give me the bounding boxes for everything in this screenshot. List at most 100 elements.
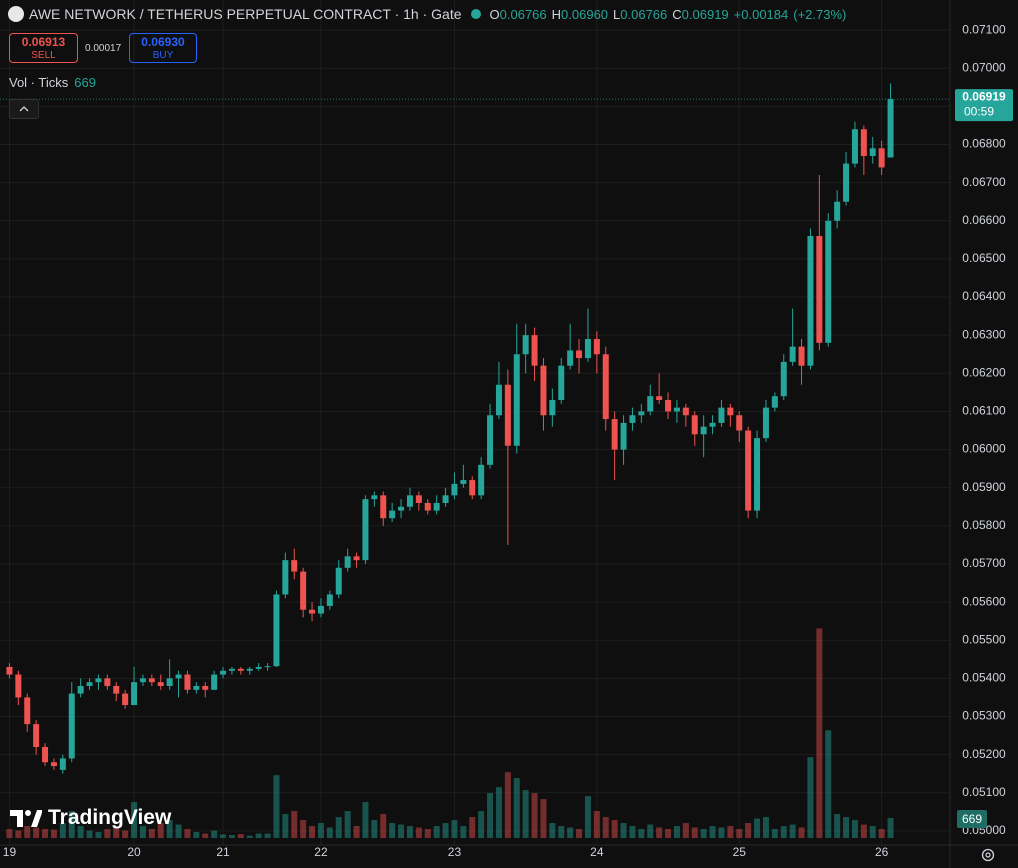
volume-bar [6, 829, 13, 838]
volume-bar [673, 826, 680, 838]
volume-bar [611, 820, 618, 838]
symbol-title[interactable]: AWE NETWORK / TETHERUS PERPETUAL CONTRAC… [29, 6, 462, 22]
candle-body [682, 407, 689, 416]
candle-body [762, 407, 769, 439]
candle-body [406, 495, 413, 507]
volume-bar [807, 757, 814, 838]
candle-body [638, 411, 645, 416]
volume-bar [762, 817, 769, 838]
candle-body [166, 678, 173, 686]
y-tick-label: 0.05600 [962, 594, 1006, 608]
volume-bar [469, 817, 476, 838]
volume-bar [228, 835, 235, 838]
candle-body [59, 758, 66, 770]
volume-bar [504, 772, 511, 838]
y-tick-label: 0.07000 [962, 60, 1006, 74]
candle-body [602, 354, 609, 420]
candle-body [825, 220, 832, 343]
volume-bar [487, 793, 494, 838]
x-tick-label: 26 [875, 845, 889, 859]
candle-body [504, 384, 511, 446]
settings-button[interactable] [979, 846, 997, 864]
gear-icon [981, 848, 995, 862]
candle-body [15, 674, 22, 698]
candle-body [157, 682, 164, 686]
candle-body [371, 495, 378, 500]
volume-bar [77, 826, 84, 838]
y-tick-label: 0.06600 [962, 213, 1006, 227]
volume-bar [576, 829, 583, 838]
candle-body [700, 426, 707, 435]
symbol-logo [8, 6, 24, 22]
volume-bar [300, 820, 307, 838]
high: 0.06960 [561, 6, 609, 22]
candle-body [816, 236, 823, 343]
candle-body [629, 415, 636, 423]
y-tick-label: 0.05700 [962, 556, 1006, 570]
last-price-label: 0.06919 [962, 89, 1006, 103]
volume-bar [682, 823, 689, 838]
candle-body [647, 396, 654, 412]
volume-bar [220, 834, 227, 838]
candle-body [718, 407, 725, 423]
volume-bar [584, 796, 591, 838]
y-tick-label: 0.05300 [962, 709, 1006, 723]
candle-body [175, 674, 182, 679]
volume-bar [166, 820, 173, 838]
candle-body [887, 99, 894, 158]
candle-body [851, 129, 858, 164]
candle-body [442, 495, 449, 503]
candle-body [139, 678, 146, 683]
volume-bar [665, 829, 672, 838]
candle-body [380, 495, 387, 519]
volume-value-box [957, 810, 987, 828]
volume-bar [513, 778, 520, 838]
volume-bar [291, 811, 298, 838]
volume-bar [139, 826, 146, 838]
candle-body [469, 480, 476, 496]
sell-button[interactable]: 0.06913 SELL [9, 33, 78, 63]
volume-bar [50, 829, 57, 838]
buy-button[interactable]: 0.06930 BUY [129, 33, 197, 63]
tv-icon [10, 810, 42, 827]
volume-bar [540, 799, 547, 838]
spread: 0.00017 [85, 43, 122, 54]
volume-legend: Vol · Ticks 669 [9, 75, 96, 90]
candle-body [95, 678, 102, 683]
candle-body [389, 510, 396, 519]
candle-body [317, 605, 324, 614]
candle-body [237, 668, 244, 671]
candle-body [184, 674, 191, 690]
candle-body [620, 422, 627, 450]
volume-bar [851, 820, 858, 838]
candle-body [513, 354, 520, 446]
candle-body [6, 666, 13, 675]
volume-bar [157, 823, 164, 838]
candle-body [148, 678, 155, 683]
candle-body [789, 346, 796, 362]
candle-body [309, 609, 316, 614]
volume-bar [371, 820, 378, 838]
volume-bar [567, 827, 574, 838]
close: 0.06919 [681, 6, 729, 22]
volume-bar [59, 823, 66, 838]
volume-bar [362, 802, 369, 838]
y-tick-label: 0.05800 [962, 518, 1006, 532]
low: 0.06766 [620, 6, 668, 22]
volume-bar [495, 787, 502, 838]
candle-body [495, 384, 502, 416]
volume-bar [647, 824, 654, 838]
volume-value: 669 [74, 75, 96, 90]
volume-bar [264, 833, 271, 838]
collapse-button[interactable] [9, 99, 39, 119]
volume-bar [522, 790, 529, 838]
volume-bar [709, 826, 716, 838]
volume-bar [736, 829, 743, 838]
volume-bar [282, 814, 289, 838]
candle-body [344, 556, 351, 568]
tradingview-logo[interactable]: TradingView [10, 806, 171, 830]
volume-bar [42, 829, 49, 838]
volume-bar [24, 826, 31, 838]
candle-body [834, 201, 841, 221]
y-tick-label: 0.06200 [962, 365, 1006, 379]
